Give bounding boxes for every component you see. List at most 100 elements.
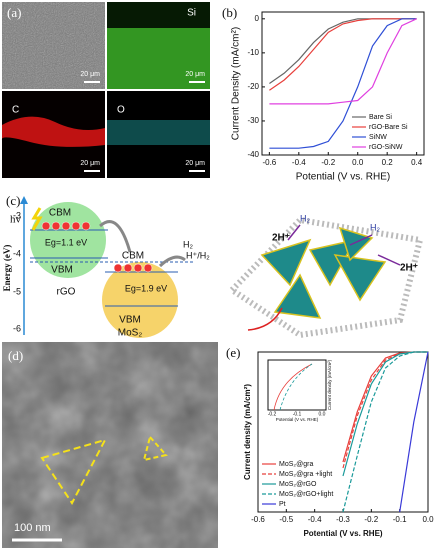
x-tick-label: -0.3: [336, 515, 350, 524]
light-label: hv: [10, 214, 22, 226]
redox-label: H⁺/H₂: [186, 250, 210, 260]
x-tick-label: -0.2: [321, 158, 335, 167]
rgo-vbm: VBM: [51, 265, 73, 276]
y-tick-label: -20: [247, 82, 259, 91]
energy-tick: -4: [13, 248, 21, 258]
arrow: [287, 224, 301, 241]
panel-label: (a): [7, 5, 21, 20]
sem-texture: [2, 2, 105, 89]
inset-curve: [279, 363, 313, 411]
y-tick-label: 0: [255, 14, 260, 23]
rgo-name: rGO: [57, 287, 76, 298]
scale-bar-label: 20 μm: [185, 160, 205, 167]
inset-frame: [267, 359, 327, 411]
x-tick-label: 0.4: [411, 158, 423, 167]
panel-label: (e): [226, 345, 240, 360]
y-axis-label: Current density (mA/cm²): [243, 384, 252, 480]
flake-outline: [40, 438, 107, 505]
scheme-label: 2H⁺: [400, 263, 418, 274]
map-label: O: [117, 105, 125, 116]
scheme-label: H₂: [300, 213, 310, 223]
rgo-cbm: CBM: [49, 208, 71, 219]
series-line: [342, 351, 428, 469]
axis-arrow: [20, 196, 28, 204]
mos2-name: MoS₂: [118, 328, 143, 339]
transfer-arrow: [158, 255, 186, 268]
mos2-gap: Eg=1.9 eV: [125, 283, 167, 293]
mos2-vbm: VBM: [119, 315, 141, 326]
x-tick-label: -0.2: [364, 515, 378, 524]
x-axis-label: Potential (V vs. RHE): [296, 172, 390, 183]
x-tick-label: -0.5: [279, 515, 293, 524]
inset-curve: [273, 363, 313, 411]
legend-label: MoS₂@rGO+light: [279, 491, 333, 498]
series-line: [269, 18, 417, 105]
scheme-label: 2H⁺: [272, 233, 290, 244]
arrow: [349, 234, 373, 246]
y-tick-label: -10: [247, 48, 259, 57]
x-tick-label: -0.6: [262, 158, 276, 167]
light-bolt: [31, 207, 43, 231]
o-signal: [107, 120, 210, 145]
y-axis-label: Current Density (mA/cm²): [231, 27, 242, 140]
energy-tick: -6: [13, 323, 21, 333]
scale-bar-label: 20 μm: [80, 71, 100, 78]
x-axis-label: Potential (V vs. RHE): [303, 529, 382, 538]
energy-label: Energy (eV): [2, 245, 12, 292]
legend-label: rGO-Bare Si: [369, 124, 408, 131]
tem-texture: [2, 342, 218, 548]
mos2-flakes: [260, 226, 387, 319]
plot-frame: [261, 11, 425, 156]
legend-label: Bare Si: [369, 114, 392, 121]
scheme-label: H₂: [370, 222, 380, 232]
panel-c: (c) Energy (eV) -3 -4 -5 -6 hv CBM Eg=1.…: [2, 193, 424, 339]
x-tick-label: -0.6: [251, 515, 265, 524]
arrow: [377, 254, 401, 266]
inset-tick-label: -0.2: [268, 411, 277, 417]
legend-label: MoS₂@gra +light: [279, 471, 332, 478]
x-tick-label: -0.4: [292, 158, 306, 167]
scale-bar-label: 20 μm: [80, 160, 100, 167]
inset-tick-label: -0.1: [293, 411, 302, 417]
electron-path: [247, 307, 283, 331]
scheme: [227, 216, 424, 339]
graphene-sheet: [227, 216, 424, 339]
panel-d: (d) 100 nm: [2, 342, 218, 548]
scale-bar-label: 100 nm: [14, 522, 51, 534]
si-signal: [107, 28, 210, 89]
x-tick-label: -0.4: [308, 515, 322, 524]
series-line: [269, 18, 417, 91]
x-tick-label: -0.1: [393, 515, 407, 524]
rgo-gap: Eg=1.1 eV: [45, 237, 87, 247]
mos2-cbm: CBM: [122, 251, 144, 262]
x-tick-label: 0.2: [382, 158, 394, 167]
panel-a: (a) Si C O 20 μm 20 μm 20 μm 20 μm: [1, 2, 210, 178]
y-tick-label: -30: [247, 116, 259, 125]
x-tick-label: 0.0: [422, 515, 434, 524]
x-tick-label: 0.0: [352, 158, 364, 167]
panel-label: (b): [222, 5, 237, 20]
inset-y-label: Current density (mA/cm²): [327, 359, 332, 410]
inset-tick-label: 0.0: [319, 411, 326, 417]
c-signal: [1, 116, 105, 147]
energy-tick: -5: [13, 286, 21, 296]
map-label: C: [12, 105, 19, 116]
mos2-sphere: [102, 262, 178, 338]
series-line: [269, 18, 417, 149]
transfer-arrow: [99, 220, 132, 253]
panel-label: (c): [6, 193, 20, 208]
flake-outline: [142, 434, 168, 462]
legend-label: SiNW: [369, 134, 387, 141]
product-label: H₂: [183, 239, 193, 249]
legend-label: rGO-SiNW: [369, 144, 403, 151]
o-map: [107, 91, 210, 178]
series-line: [399, 351, 429, 513]
rgo-sphere: [30, 202, 106, 278]
inset-x-label: Potential (V vs. RHE): [276, 417, 319, 422]
series-line: [342, 351, 428, 463]
map-label: Si: [187, 8, 196, 19]
series-line: [342, 351, 428, 513]
legend-label: Pt: [279, 501, 286, 508]
legend-label: MoS₂@rGO: [279, 481, 317, 488]
